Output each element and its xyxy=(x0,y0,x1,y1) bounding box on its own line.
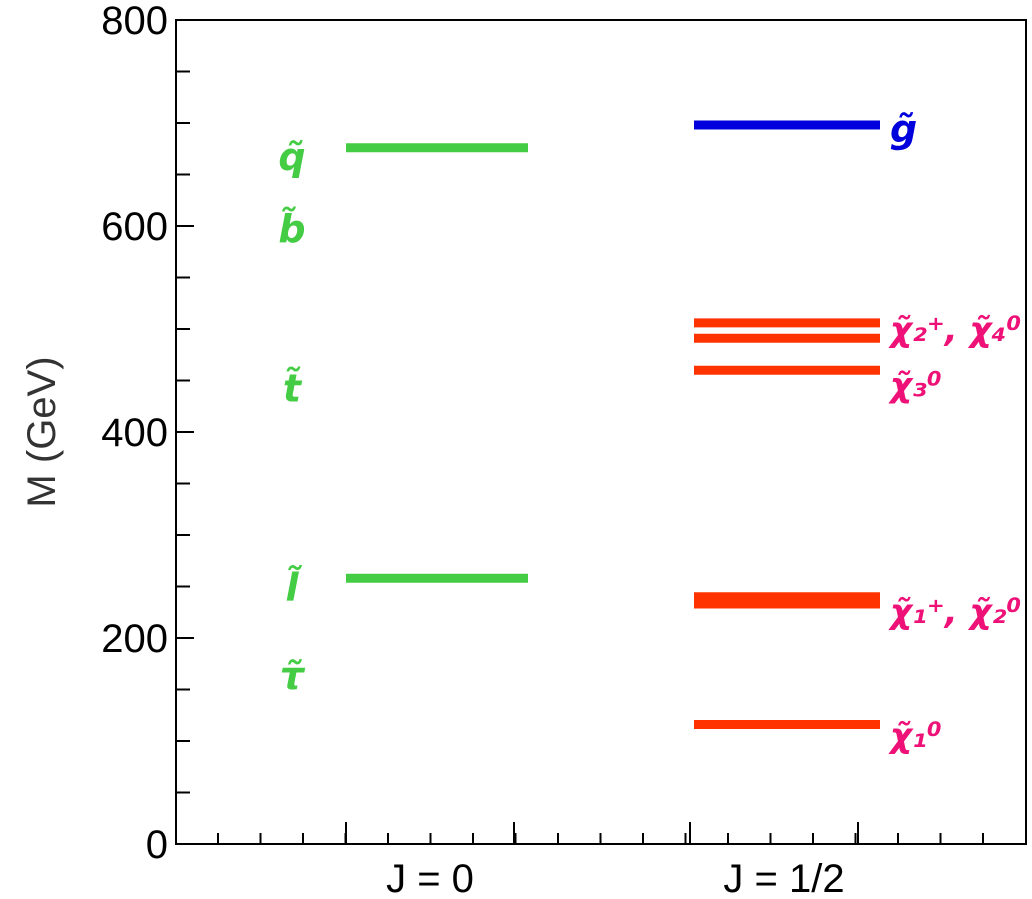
y-tick-label: 200 xyxy=(101,617,168,661)
particle-label: χ̃₃⁰ xyxy=(888,366,942,406)
y-tick-label: 800 xyxy=(101,0,168,43)
particle-label: g̃ xyxy=(890,107,917,151)
particle-label: b̃ xyxy=(278,207,305,251)
y-tick-label: 0 xyxy=(146,823,168,867)
x-axis-category-labels: J = 0 J = 1/2 xyxy=(386,857,845,899)
particle-label: t̃ xyxy=(283,367,303,411)
particle-label: χ̃₁⁺, χ̃₂⁰ xyxy=(888,592,1021,632)
y-axis-tick-labels: 0 200 400 600 800 xyxy=(101,0,168,867)
x-category-label: J = 0 xyxy=(386,857,474,899)
y-axis-title: M (GeV) xyxy=(20,356,64,507)
particle-label: q̃ xyxy=(278,135,305,179)
y-tick-label: 400 xyxy=(101,411,168,455)
particle-label: χ̃₂⁺, χ̃₄⁰ xyxy=(888,310,1021,350)
particle-labels: q̃ b̃ t̃ l̃ τ̃ g̃ χ̃₂⁺, χ̃₄⁰ χ̃₃⁰ χ̃₁⁺, χ̃₂⁰ χ̃₁⁰ xyxy=(278,107,1021,756)
particle-label: χ̃₁⁰ xyxy=(888,716,942,756)
particle-label: l̃ xyxy=(285,566,302,610)
y-tick-label: 600 xyxy=(101,205,168,249)
y-axis-ticks xyxy=(176,19,194,845)
x-category-label: J = 1/2 xyxy=(723,857,844,899)
mass-levels xyxy=(346,120,880,730)
particle-label: τ̃ xyxy=(280,654,306,698)
x-axis-ticks xyxy=(217,822,984,844)
